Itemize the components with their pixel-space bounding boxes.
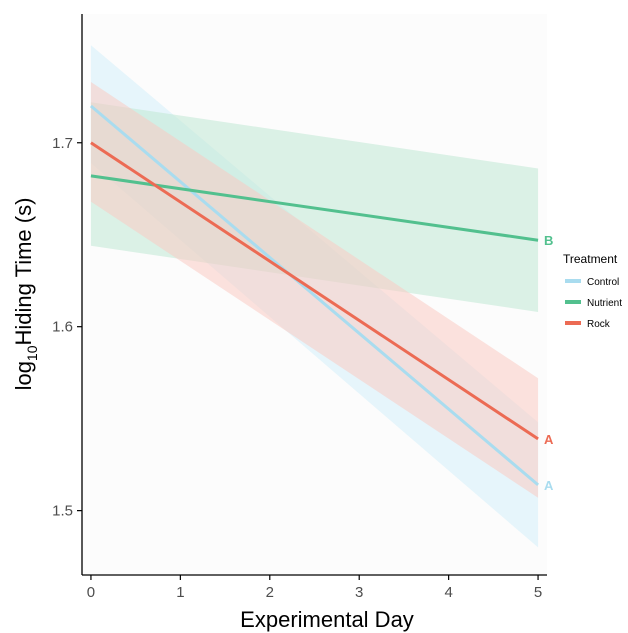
- end-label-control: A: [544, 478, 554, 493]
- x-tick-label: 5: [534, 584, 542, 601]
- x-tick-label: 2: [266, 584, 274, 601]
- legend-items: Control Nutrient Rock: [565, 277, 622, 330]
- series-line-nutrient: [90, 174, 539, 242]
- y-tick-label: 1.7: [52, 135, 73, 152]
- y-tick-label: 1.5: [52, 503, 73, 520]
- legend-label-rock: Rock: [587, 319, 611, 330]
- x-tick-label: 1: [176, 584, 184, 601]
- fit-lines: [89, 104, 540, 487]
- x-tick-label: 0: [87, 584, 95, 601]
- end-label-rock: A: [544, 432, 554, 447]
- x-tick-label: 4: [444, 584, 452, 601]
- legend-title: Treatment: [563, 252, 618, 266]
- end-label-nutrient: B: [544, 233, 553, 248]
- axis-ticks: 0 1 2 3 4 5 1.5 1.6 1.7: [52, 135, 542, 601]
- legend-label-control: Control: [587, 277, 619, 288]
- y-axis-title: log10Hiding Time (s): [11, 198, 40, 391]
- x-axis-title: Experimental Day: [240, 607, 414, 632]
- y-axis-title-subscript: 10: [24, 345, 40, 361]
- legend: Treatment Control Nutrient Rock: [563, 252, 622, 330]
- y-tick-label: 1.6: [52, 319, 73, 336]
- end-labels: A B A: [544, 233, 554, 493]
- x-tick-label: 3: [355, 584, 363, 601]
- y-axis-title-log: log: [11, 361, 36, 390]
- legend-label-nutrient: Nutrient: [587, 298, 622, 309]
- y-axis-title-rest: Hiding Time (s): [11, 198, 36, 346]
- axes: [81, 14, 547, 576]
- series-line-control: [89, 104, 540, 487]
- series-line-rock: [90, 141, 539, 441]
